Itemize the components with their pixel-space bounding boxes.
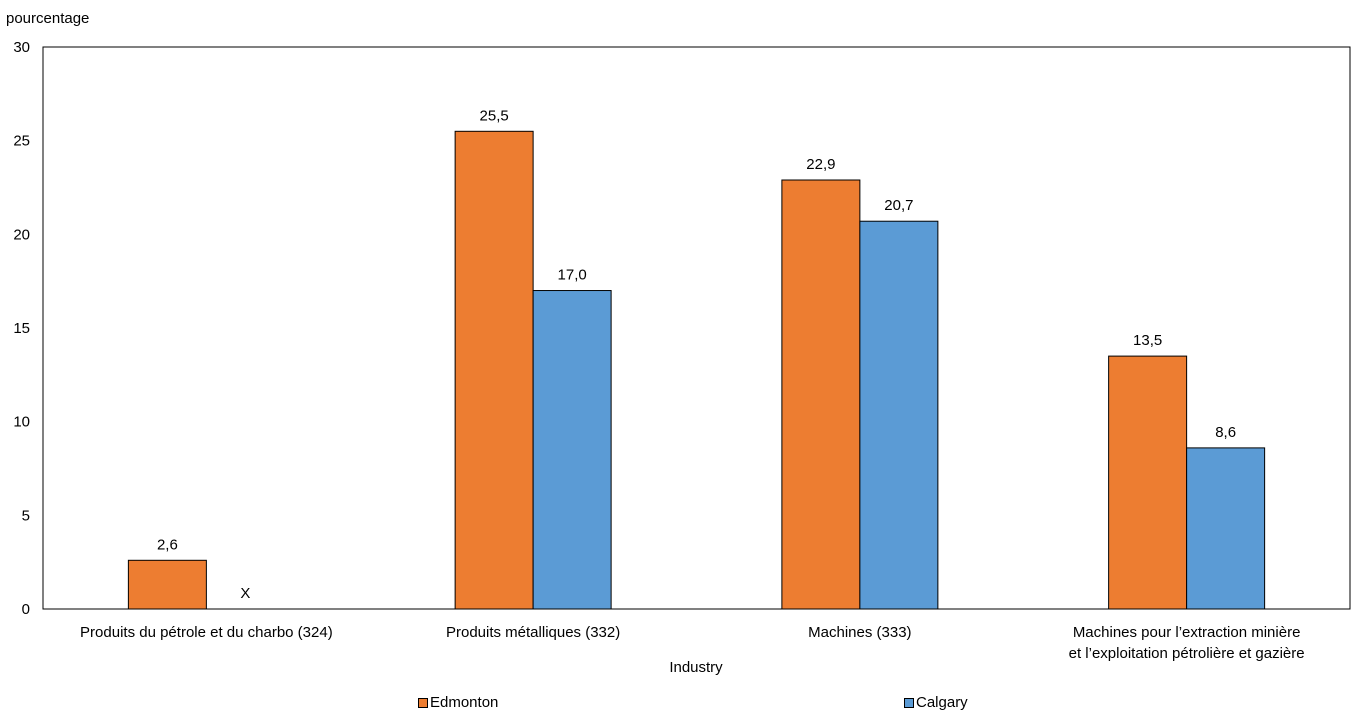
legend-label-calgary: Calgary: [916, 694, 968, 711]
plot-area-frame: [42, 46, 1351, 610]
bar-calgary: [532, 290, 612, 610]
bars: [127, 130, 1266, 610]
y-tick-label: 25: [13, 133, 30, 150]
bar-value-labels: 2,6 X 25,5 17,0 22,9 20,7 13,5 8,6: [157, 107, 1236, 602]
bar-edmonton: [1108, 355, 1188, 610]
y-tick-label: 10: [13, 414, 30, 431]
data-label-calgary: 8,6: [1215, 424, 1236, 441]
y-tick-label: 20: [13, 226, 30, 243]
x-tick-labels: Produits du pétrole et du charbo (324) Pr…: [80, 624, 1305, 662]
data-label-edmonton: 2,6: [157, 536, 178, 553]
y-tick-label: 0: [22, 601, 30, 618]
data-label-edmonton: 22,9: [806, 156, 835, 173]
legend-item-calgary: Calgary: [904, 694, 968, 711]
bar-edmonton: [781, 179, 861, 610]
legend-label-edmonton: Edmonton: [430, 694, 499, 711]
bar-calgary: [1186, 447, 1266, 610]
data-label-calgary: 17,0: [558, 267, 587, 284]
x-tick-label: Produits du pétrole et du charbo (324): [80, 624, 333, 641]
data-label-edmonton: 13,5: [1133, 332, 1162, 349]
x-axis-label: Industry: [669, 659, 723, 676]
y-tick-label: 5: [22, 507, 30, 524]
data-label-edmonton: 25,5: [480, 107, 509, 124]
data-label-calgary: X: [240, 585, 250, 602]
y-tick-labels: 0 5 10 15 20 25 30: [13, 39, 30, 618]
data-label-calgary: 20,7: [884, 197, 913, 214]
bar-edmonton: [127, 559, 207, 610]
x-tick-label: Machines pour l’extraction minière: [1073, 624, 1301, 641]
y-tick-label: 30: [13, 39, 30, 56]
legend-item-edmonton: Edmonton: [418, 694, 498, 711]
x-tick-label: et l’exploitation pétrolière et gazière: [1069, 645, 1305, 662]
x-tick-label: Machines (333): [808, 624, 911, 641]
legend-swatch-edmonton: [418, 697, 428, 708]
x-tick-label: Produits métalliques (332): [446, 624, 620, 641]
y-tick-label: 15: [13, 320, 30, 337]
bar-edmonton: [454, 130, 534, 610]
y-axis-label: pourcentage: [6, 10, 89, 27]
bar-calgary: [859, 220, 939, 610]
legend-swatch-calgary: [904, 697, 914, 708]
